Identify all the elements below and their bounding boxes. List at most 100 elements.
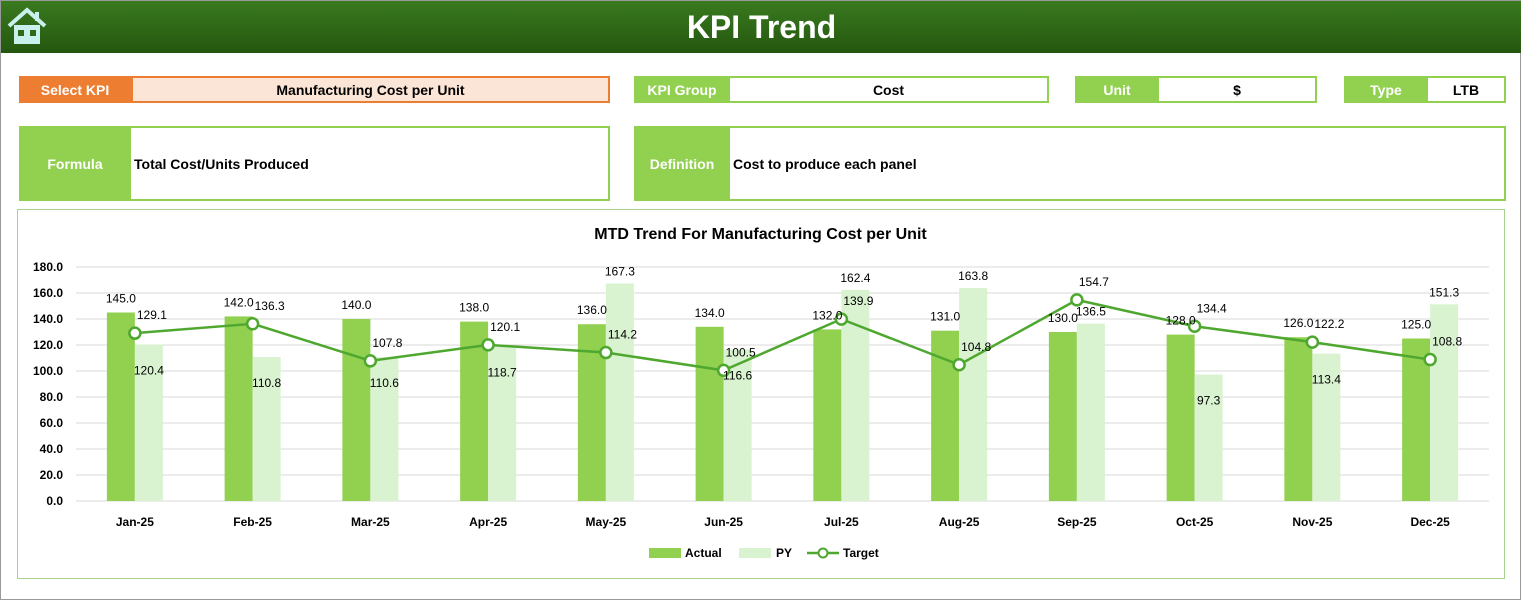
y-tick-label: 60.0: [40, 416, 64, 430]
target-point: [363, 354, 378, 368]
actual-bar: [695, 326, 724, 501]
kpi-group-value: Cost: [728, 76, 1049, 103]
x-tick-label: Oct-25: [1176, 515, 1214, 529]
actual-data-label: 136.0: [577, 303, 607, 317]
target-point: [1187, 319, 1202, 334]
target-point: [1423, 352, 1437, 367]
x-tick-label: Nov-25: [1292, 515, 1332, 529]
legend-py-label: PY: [776, 546, 792, 560]
target-point: [834, 312, 849, 326]
formula-label: Formula: [19, 126, 131, 201]
py-data-label: 110.8: [252, 376, 281, 390]
select-kpi-label: Select KPI: [19, 76, 131, 103]
py-data-label: 163.8: [958, 269, 988, 283]
py-bar: [605, 283, 634, 501]
x-tick-label: May-25: [586, 515, 627, 529]
actual-bar: [1402, 338, 1431, 501]
y-tick-label: 100.0: [33, 364, 63, 378]
actual-bar: [813, 329, 842, 501]
actual-data-label: 128.0: [1166, 314, 1196, 328]
x-tick-label: Dec-25: [1410, 515, 1450, 529]
py-bar: [370, 357, 399, 501]
formula-value: Total Cost/Units Produced: [129, 126, 610, 201]
target-data-label: 122.2: [1314, 317, 1344, 331]
py-bar: [1312, 353, 1341, 501]
actual-bar: [1048, 332, 1077, 501]
py-bar: [134, 344, 163, 501]
actual-bar: [224, 316, 253, 501]
py-data-label: 136.5: [1076, 305, 1106, 319]
y-tick-label: 0.0: [46, 494, 63, 508]
target-data-label: 139.9: [843, 294, 873, 308]
x-tick-label: Jan-25: [116, 515, 154, 529]
target-point: [128, 326, 142, 340]
chart-panel: [17, 209, 1505, 579]
header-bar: KPI Trend: [1, 1, 1521, 53]
type-label: Type: [1344, 76, 1428, 103]
type-value: LTB: [1426, 76, 1506, 103]
py-bar: [1430, 304, 1459, 501]
y-tick-label: 140.0: [33, 312, 63, 326]
actual-bar: [106, 312, 135, 501]
py-data-label: 113.4: [1312, 373, 1341, 387]
py-data-label: 167.3: [605, 265, 635, 279]
unit-label: Unit: [1075, 76, 1159, 103]
target-point: [952, 358, 966, 372]
target-data-label: 107.8: [372, 336, 402, 350]
target-data-label: 114.2: [608, 328, 637, 342]
actual-data-label: 138.0: [459, 301, 489, 315]
actual-data-label: 130.0: [1048, 311, 1078, 325]
actual-bar: [1284, 337, 1313, 501]
legend-actual-swatch: [649, 548, 681, 558]
x-tick-label: Apr-25: [469, 515, 507, 529]
page-title: KPI Trend: [686, 9, 837, 45]
actual-data-label: 131.0: [930, 310, 960, 324]
target-point: [716, 363, 731, 378]
py-data-label: 151.3: [1429, 285, 1459, 299]
target-point: [599, 345, 613, 360]
legend-target-marker: [817, 547, 829, 559]
x-tick-label: Sep-25: [1057, 515, 1097, 529]
actual-data-label: 132.0: [812, 308, 842, 322]
target-data-label: 154.7: [1079, 275, 1109, 289]
py-data-label: 116.6: [723, 368, 752, 382]
target-point: [481, 338, 495, 352]
actual-data-label: 126.0: [1283, 316, 1313, 330]
actual-data-label: 145.0: [106, 292, 136, 306]
actual-data-label: 134.0: [695, 306, 725, 320]
definition-label: Definition: [634, 126, 730, 201]
py-data-label: 97.3: [1197, 394, 1221, 408]
legend-py-swatch: [739, 548, 771, 558]
y-tick-label: 20.0: [40, 468, 64, 482]
home-icon[interactable]: [6, 6, 48, 46]
x-tick-label: Jul-25: [824, 515, 859, 529]
select-kpi-dropdown[interactable]: Manufacturing Cost per Unit: [131, 76, 610, 103]
py-data-label: 118.7: [488, 366, 517, 380]
py-bar: [1194, 374, 1223, 501]
actual-bar: [342, 319, 371, 501]
x-tick-label: Aug-25: [939, 515, 980, 529]
legend-actual-label: Actual: [685, 546, 722, 560]
y-tick-label: 120.0: [33, 338, 63, 352]
target-data-label: 134.4: [1197, 301, 1227, 315]
x-tick-label: Mar-25: [351, 515, 390, 529]
py-bar: [488, 346, 517, 501]
target-data-label: 100.5: [726, 345, 756, 359]
py-bar: [959, 288, 988, 501]
chart-title: MTD Trend For Manufacturing Cost per Uni…: [594, 226, 927, 243]
py-data-label: 110.6: [370, 376, 399, 390]
target-point: [245, 317, 260, 331]
actual-data-label: 142.0: [224, 295, 254, 309]
actual-data-label: 125.0: [1401, 318, 1431, 332]
x-tick-label: Jun-25: [704, 515, 743, 529]
actual-bar: [1166, 334, 1195, 501]
legend-target-label: Target: [843, 546, 879, 560]
y-tick-label: 160.0: [33, 286, 63, 300]
target-data-label: 129.1: [137, 308, 167, 322]
actual-data-label: 140.0: [341, 298, 371, 312]
unit-value: $: [1157, 76, 1317, 103]
y-tick-label: 80.0: [40, 390, 64, 404]
y-tick-label: 40.0: [40, 442, 64, 456]
y-tick-label: 180.0: [33, 260, 63, 274]
